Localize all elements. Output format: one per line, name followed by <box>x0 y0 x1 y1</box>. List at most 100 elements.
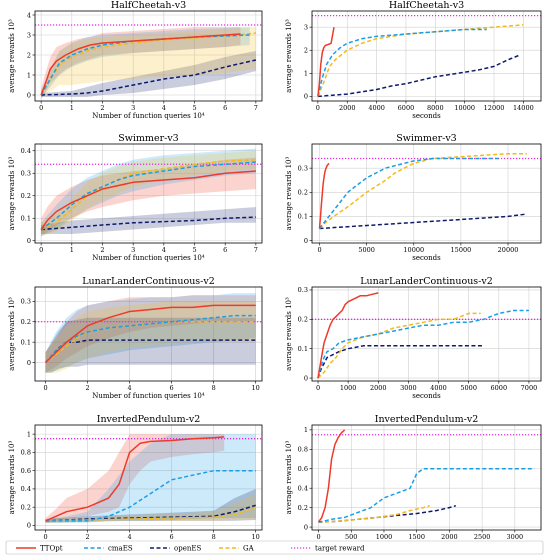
x-tick-label: 7000 <box>521 384 538 392</box>
series-line-openES <box>41 59 257 96</box>
y-tick-label: 0.1 <box>298 345 308 353</box>
band-TTOpt <box>45 434 225 523</box>
series-line-openES <box>319 213 527 230</box>
x-tick-label: 3 <box>131 246 135 254</box>
series-line-cmaES <box>318 468 535 523</box>
band-cmaES <box>45 293 256 373</box>
y-tick-label: 0.2 <box>298 189 308 197</box>
x-tick-label: 2 <box>100 246 104 254</box>
x-tick-label: 12000 <box>484 104 505 112</box>
y-axis-label: average rewards 10³ <box>285 19 293 93</box>
x-tick-label: 1 <box>70 104 74 112</box>
y-tick-label: 1 <box>27 430 31 438</box>
y-tick-label: 0.3 <box>21 298 31 306</box>
axes-frame <box>311 424 542 531</box>
series-line-openES <box>45 504 256 522</box>
legend-label-TTOpt: TTOpt <box>40 544 63 552</box>
x-tick-label: 6 <box>170 533 174 541</box>
series-line-openES <box>318 504 457 523</box>
x-tick-label: 3000 <box>507 533 524 541</box>
x-tick-label: 500 <box>345 533 357 541</box>
y-tick-label: 0.1 <box>21 338 31 346</box>
y-tick-label: 0 <box>304 93 308 101</box>
x-tick-label: 3000 <box>400 384 417 392</box>
y-tick-label: 0.1 <box>21 215 31 223</box>
axes-frame <box>34 286 263 382</box>
x-tick-label: 15000 <box>451 246 472 254</box>
y-tick-label: 0 <box>304 374 308 382</box>
y-tick-label: 0.3 <box>21 170 31 178</box>
series-line-GA <box>318 152 527 230</box>
series-line-openES <box>317 54 521 98</box>
x-tick-label: 4 <box>128 384 132 392</box>
y-tick-label: 1 <box>304 70 308 78</box>
y-tick-label: 1 <box>304 426 308 434</box>
y-tick-label: 0.4 <box>21 147 31 155</box>
series-line-TTOpt <box>45 436 225 522</box>
chart-title: InvertedPendulum-v2 <box>375 414 479 425</box>
x-axis-label: seconds <box>412 392 441 400</box>
chart-title: LunarLanderContinuous-v2 <box>360 276 493 287</box>
x-tick-label: 1000 <box>376 533 393 541</box>
series-line-GA <box>45 320 256 364</box>
axes-frame <box>311 286 542 382</box>
y-tick-label: 0.4 <box>298 484 308 492</box>
series-line-TTOpt <box>317 27 335 97</box>
x-tick-label: 5 <box>192 246 196 254</box>
band-openES <box>41 51 256 97</box>
y-tick-label: 0.3 <box>298 286 308 294</box>
band-cmaES <box>45 434 256 523</box>
x-axis-label: seconds <box>412 254 441 262</box>
y-axis-label: average rewards 10³ <box>285 156 293 230</box>
axes-frame <box>34 143 263 244</box>
y-axis-label: average rewards 10³ <box>285 440 293 514</box>
chart-title: HalfCheetah-v3 <box>111 0 186 11</box>
x-tick-label: 10000 <box>454 104 475 112</box>
chart-title: InvertedPendulum-v2 <box>97 414 201 425</box>
x-axis-label: Number of function queries 10⁴ <box>92 112 205 120</box>
y-tick-label: 0.8 <box>21 449 31 457</box>
x-tick-label: 5000 <box>460 384 477 392</box>
chart-panel-7: 0 2 4 6 8 10 0 0.2 0.4 0.6 0.8 1 InvertedPendulum-v2… <box>8 414 263 549</box>
x-tick-label: 2000 <box>339 104 356 112</box>
series-line-TTOpt <box>40 170 256 230</box>
y-tick-label: 0.4 <box>21 485 31 493</box>
x-tick-label: 4 <box>162 246 166 254</box>
chart-panel-3: 0 1 2 3 4 5 6 7 0 0.1 0.2 0.3 0.4 Swimmer-v3 Number of… <box>8 133 263 262</box>
x-tick-label: 14000 <box>513 104 534 112</box>
chart-panel-2: 0 2000 4000 6000 8000 10000 12000 14000 0 1 2 3 Half… <box>285 0 542 120</box>
x-axis-label: Number of function queries 10⁴ <box>92 254 205 262</box>
chart-title: Swimmer-v3 <box>396 133 456 144</box>
series-line-GA <box>317 24 524 97</box>
x-tick-label: 6000 <box>398 104 415 112</box>
x-tick-label: 20000 <box>498 246 519 254</box>
y-axis-label: average rewards 10³ <box>8 440 16 514</box>
y-axis-label: average rewards 10³ <box>8 19 16 93</box>
x-tick-label: 2 <box>85 533 89 541</box>
y-tick-label: 0 <box>304 237 308 245</box>
chart-panels: 0 1 2 3 4 5 6 7 0 1 2 3 4 HalfCheetah-v3 Number of fun… <box>8 0 542 549</box>
y-tick-label: 0.1 <box>298 213 308 221</box>
y-tick-label: 0 <box>27 237 31 245</box>
series-line-TTOpt <box>318 162 330 229</box>
legend-label-cmaES: cmaES <box>108 544 133 552</box>
x-tick-label: 0 <box>39 246 43 254</box>
chart-panel-5: 0 2 4 6 8 10 0 0.1 0.2 0.3 LunarLanderContinuous-v… <box>8 276 263 400</box>
x-tick-label: 2000 <box>441 533 458 541</box>
x-tick-label: 0 <box>316 533 320 541</box>
chart-panel-1: 0 1 2 3 4 5 6 7 0 1 2 3 4 HalfCheetah-v3 Number of fun… <box>8 0 263 120</box>
x-tick-label: 0 <box>316 104 320 112</box>
band-TTOpt <box>45 295 256 373</box>
series-line-openES <box>41 216 256 231</box>
y-tick-label: 0.6 <box>298 465 308 473</box>
x-tick-label: 1 <box>70 246 74 254</box>
x-tick-label: 6 <box>223 246 227 254</box>
x-tick-label: 10 <box>252 533 260 541</box>
series-line-cmaES <box>40 161 256 231</box>
chart-panel-6: 0 1000 2000 3000 4000 5000 6000 7000 0 0.1 0.2 0.3 L… <box>285 276 542 400</box>
x-tick-label: 5000 <box>358 246 375 254</box>
x-tick-label: 0 <box>316 384 320 392</box>
legend-label-GA: GA <box>243 544 255 552</box>
y-tick-label: 0.2 <box>21 503 31 511</box>
